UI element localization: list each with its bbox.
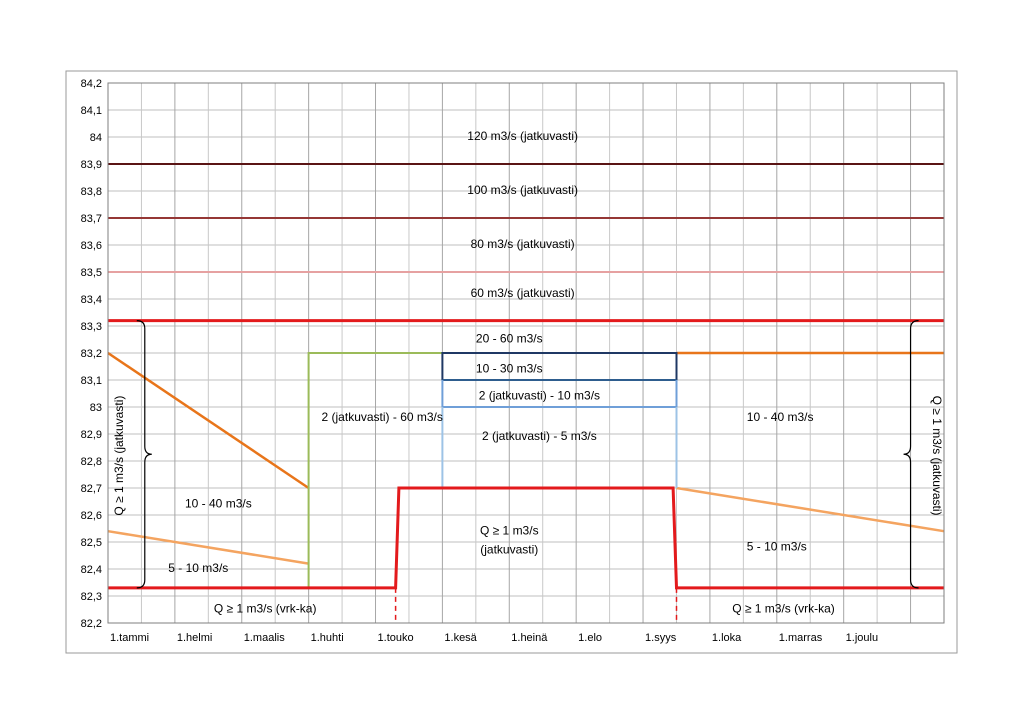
series-line [107,529,309,565]
annotation-label: (jatkuvasti) [480,542,538,556]
x-tick-label: 1.heinä [511,632,548,644]
annotation-label: Q ≥ 1 m3/s [480,523,539,537]
y-tick-label: 83,8 [81,186,102,198]
y-tick-label: 83,5 [81,267,102,279]
y-tick-label: 82,6 [81,510,102,522]
annotation-label: Q ≥ 1 m3/s (jatkuvasti) [930,396,944,516]
annotation-label: Q ≥ 1 m3/s (jatkuvasti) [112,396,126,516]
y-tick-label: 83,9 [81,159,102,171]
y-tick-label: 82,9 [81,429,102,441]
y-tick-label: 83,4 [81,294,102,306]
annotation-label: 2 (jatkuvasti) - 10 m3/s [479,388,600,402]
x-tick-label: 1.maalis [244,632,285,644]
y-tick-label: 82,4 [81,564,102,576]
annotation-label: 2 (jatkuvasti) - 5 m3/s [482,429,597,443]
annotation-label: 120 m3/s (jatkuvasti) [467,129,578,143]
x-tick-label: 1.joulu [846,632,878,644]
annotation-label: 10 - 40 m3/s [185,496,252,510]
y-tick-label: 82,3 [81,591,102,603]
annotation-label: 60 m3/s (jatkuvasti) [471,286,575,300]
annotation-label: 20 - 60 m3/s [476,332,543,346]
annotation-label: 5 - 10 m3/s [747,540,807,554]
x-tick-label: 1.touko [378,632,414,644]
x-tick-label: 1.tammi [110,632,149,644]
y-tick-label: 83 [90,402,102,414]
y-axis: 82,2 82,3 82,4 82,5 82,6 82,7 82,8 82,9 83 83,1 83… [81,78,102,630]
y-tick-label: 83,7 [81,213,102,225]
y-tick-label: 82,2 [81,618,102,630]
x-tick-label: 1.kesä [444,632,477,644]
x-tick-label: 1.syys [645,632,677,644]
annotation-label: Q ≥ 1 m3/s (vrk-ka) [732,602,835,616]
series-group [107,163,945,623]
x-tick-label: 1.loka [712,632,742,644]
series-line [108,486,944,590]
annotation-label: 10 - 40 m3/s [747,410,814,424]
series-line [676,486,945,533]
brace-group [136,320,919,589]
plot-area-border [107,82,945,624]
y-tick-label: 82,5 [81,537,102,549]
annotation-label: 5 - 10 m3/s [168,561,228,575]
y-tick-label: 83,2 [81,348,102,360]
x-tick-label: 1.marras [779,632,823,644]
y-tick-label: 83,6 [81,240,102,252]
y-tick-label: 83,3 [81,321,102,333]
x-tick-label: 1.huhti [311,632,344,644]
x-tick-label: 1.helmi [177,632,212,644]
x-axis: 1.tammi 1.helmi 1.maalis 1.huhti 1.touko 1.ke… [110,632,878,644]
annotation-label: 80 m3/s (jatkuvasti) [471,237,575,251]
y-tick-label: 84,2 [81,78,102,90]
annotation-label: 2 (jatkuvasti) - 60 m3/s [322,410,443,424]
y-tick-label: 83,1 [81,375,102,387]
y-tick-label: 84 [90,132,102,144]
y-tick-label: 82,8 [81,456,102,468]
curly-brace [136,320,152,589]
annotation-group: 120 m3/s (jatkuvasti) 100 m3/s (jatkuvast… [112,129,944,616]
chart-outer-frame [65,70,958,654]
curly-brace [903,320,919,589]
annotation-label: 100 m3/s (jatkuvasti) [467,183,578,197]
y-tick-label: 84,1 [81,105,102,117]
annotation-label: Q ≥ 1 m3/s (vrk-ka) [214,602,317,616]
annotation-label: 10 - 30 m3/s [476,361,543,375]
series-line [107,351,310,490]
series-line [441,352,678,380]
y-tick-label: 82,7 [81,483,102,495]
x-tick-label: 1.elo [578,632,602,644]
series-line [307,352,443,588]
